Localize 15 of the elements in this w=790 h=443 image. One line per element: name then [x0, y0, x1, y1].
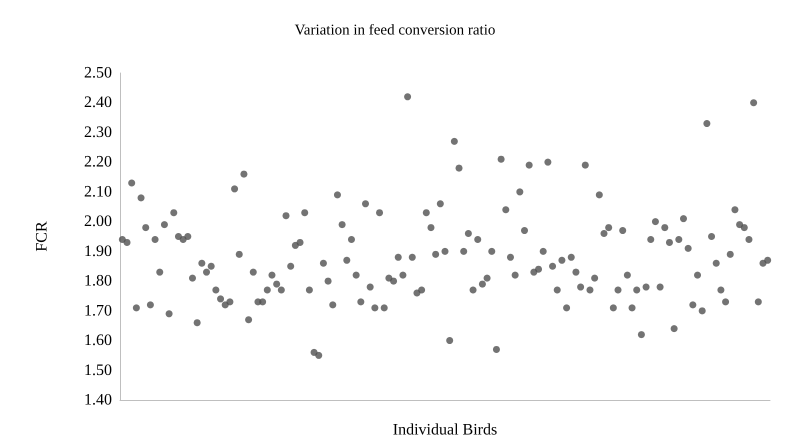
y-tick-label: 1.60 — [84, 332, 112, 350]
y-tick-label: 2.10 — [84, 183, 112, 200]
y-tick-label: 1.50 — [84, 362, 112, 379]
y-tick-label: 1.90 — [84, 242, 112, 260]
y-tick-label: 1.70 — [84, 302, 112, 320]
chart-title: Variation in feed conversion ratio — [294, 22, 496, 38]
y-tick-label: 1.40 — [84, 392, 112, 408]
y-tick-label: 2.50 — [84, 64, 112, 82]
y-tick-label: 2.30 — [84, 124, 112, 141]
y-axis-title: FCR — [34, 221, 50, 252]
y-tick-label: 2.00 — [84, 213, 112, 230]
x-axis-title: Individual Birds — [392, 422, 498, 438]
y-tick-label: 2.20 — [84, 154, 112, 171]
y-tick-label: 2.40 — [84, 94, 112, 112]
y-tick-label: 1.80 — [84, 272, 112, 290]
